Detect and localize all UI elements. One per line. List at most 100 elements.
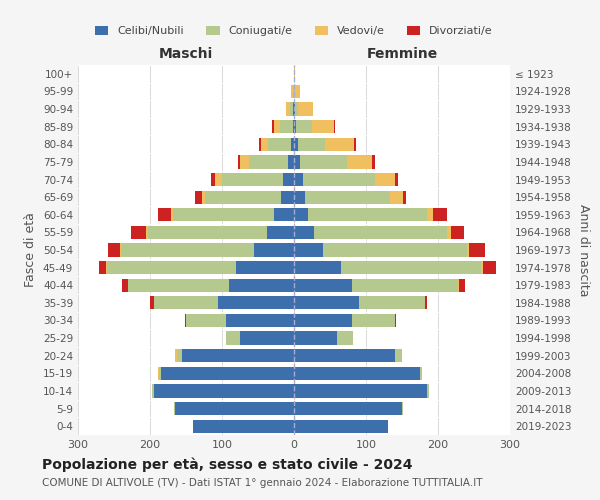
Bar (294, 120, 296, 134)
Bar (226, 332, 240, 344)
Bar (294, 420, 388, 433)
Bar (218, 296, 294, 310)
Bar (99, 261, 106, 274)
Bar (121, 244, 254, 256)
Bar (194, 190, 202, 204)
Bar (294, 261, 341, 274)
Bar (451, 226, 464, 239)
Bar (193, 420, 294, 433)
Bar (131, 226, 146, 239)
Bar (291, 138, 294, 151)
Bar (300, 156, 347, 168)
Bar (425, 296, 427, 310)
Bar (352, 278, 458, 292)
Bar (215, 173, 222, 186)
Bar (337, 332, 353, 344)
Bar (294, 208, 308, 222)
Bar (291, 85, 293, 98)
Bar (176, 349, 182, 362)
Bar (293, 120, 294, 134)
Bar (312, 120, 334, 134)
Bar (288, 156, 294, 168)
Bar (150, 296, 154, 310)
Bar (359, 296, 425, 310)
Bar (175, 349, 176, 362)
Bar (248, 156, 288, 168)
Bar (281, 190, 294, 204)
Bar (222, 173, 283, 186)
Bar (274, 120, 280, 134)
Bar (158, 366, 161, 380)
Text: Popolazione per età, sesso e stato civile - 2024: Popolazione per età, sesso e stato civil… (42, 458, 413, 472)
Y-axis label: Anni di nascita: Anni di nascita (577, 204, 590, 296)
Bar (154, 384, 294, 398)
Bar (481, 261, 482, 274)
Bar (354, 138, 356, 151)
Bar (347, 156, 372, 168)
Bar (395, 314, 396, 327)
Bar (302, 173, 374, 186)
Bar (182, 349, 294, 362)
Bar (161, 366, 294, 380)
Bar (314, 226, 448, 239)
Bar (448, 226, 451, 239)
Bar (240, 332, 294, 344)
Bar (458, 278, 459, 292)
Bar (305, 190, 390, 204)
Bar (171, 208, 173, 222)
Bar (175, 402, 294, 415)
Bar (240, 156, 248, 168)
Bar (293, 102, 294, 116)
Bar (236, 261, 294, 274)
Bar (294, 226, 314, 239)
Bar (296, 120, 312, 134)
Bar (374, 173, 395, 186)
Bar (294, 332, 337, 344)
Text: Femmine: Femmine (367, 48, 437, 62)
Bar (290, 102, 293, 116)
Bar (352, 314, 395, 327)
Bar (294, 67, 295, 80)
Bar (295, 102, 298, 116)
Bar (390, 190, 403, 204)
Bar (146, 226, 148, 239)
Bar (420, 366, 422, 380)
Y-axis label: Fasce di età: Fasce di età (25, 212, 37, 288)
Bar (294, 314, 352, 327)
Bar (334, 120, 335, 134)
Bar (294, 366, 420, 380)
Bar (158, 208, 171, 222)
Bar (433, 208, 448, 222)
Bar (202, 190, 205, 204)
Bar (294, 190, 305, 204)
Bar (341, 261, 481, 274)
Bar (294, 278, 352, 292)
Bar (467, 244, 469, 256)
Bar (122, 278, 128, 292)
Bar (229, 278, 294, 292)
Text: Maschi: Maschi (159, 48, 213, 62)
Bar (294, 156, 300, 168)
Bar (298, 138, 325, 151)
Bar (106, 261, 107, 274)
Bar (152, 384, 154, 398)
Bar (395, 173, 398, 186)
Bar (469, 244, 485, 256)
Bar (186, 314, 226, 327)
Text: COMUNE DI ALTIVOLE (TV) - Dati ISTAT 1° gennaio 2024 - Elaborazione TUTTITALIA.I: COMUNE DI ALTIVOLE (TV) - Dati ISTAT 1° … (42, 478, 482, 488)
Bar (283, 173, 294, 186)
Bar (294, 296, 359, 310)
Bar (259, 138, 261, 151)
Bar (205, 190, 281, 204)
Bar (148, 226, 266, 239)
Bar (294, 173, 302, 186)
Bar (254, 244, 294, 256)
Bar (308, 208, 427, 222)
Bar (293, 85, 294, 98)
Legend: Celibi/Nubili, Coniugati/e, Vedovi/e, Divorziati/e: Celibi/Nubili, Coniugati/e, Vedovi/e, Di… (92, 22, 496, 40)
Bar (402, 402, 403, 415)
Bar (173, 208, 274, 222)
Bar (261, 138, 268, 151)
Bar (294, 85, 295, 98)
Bar (323, 244, 467, 256)
